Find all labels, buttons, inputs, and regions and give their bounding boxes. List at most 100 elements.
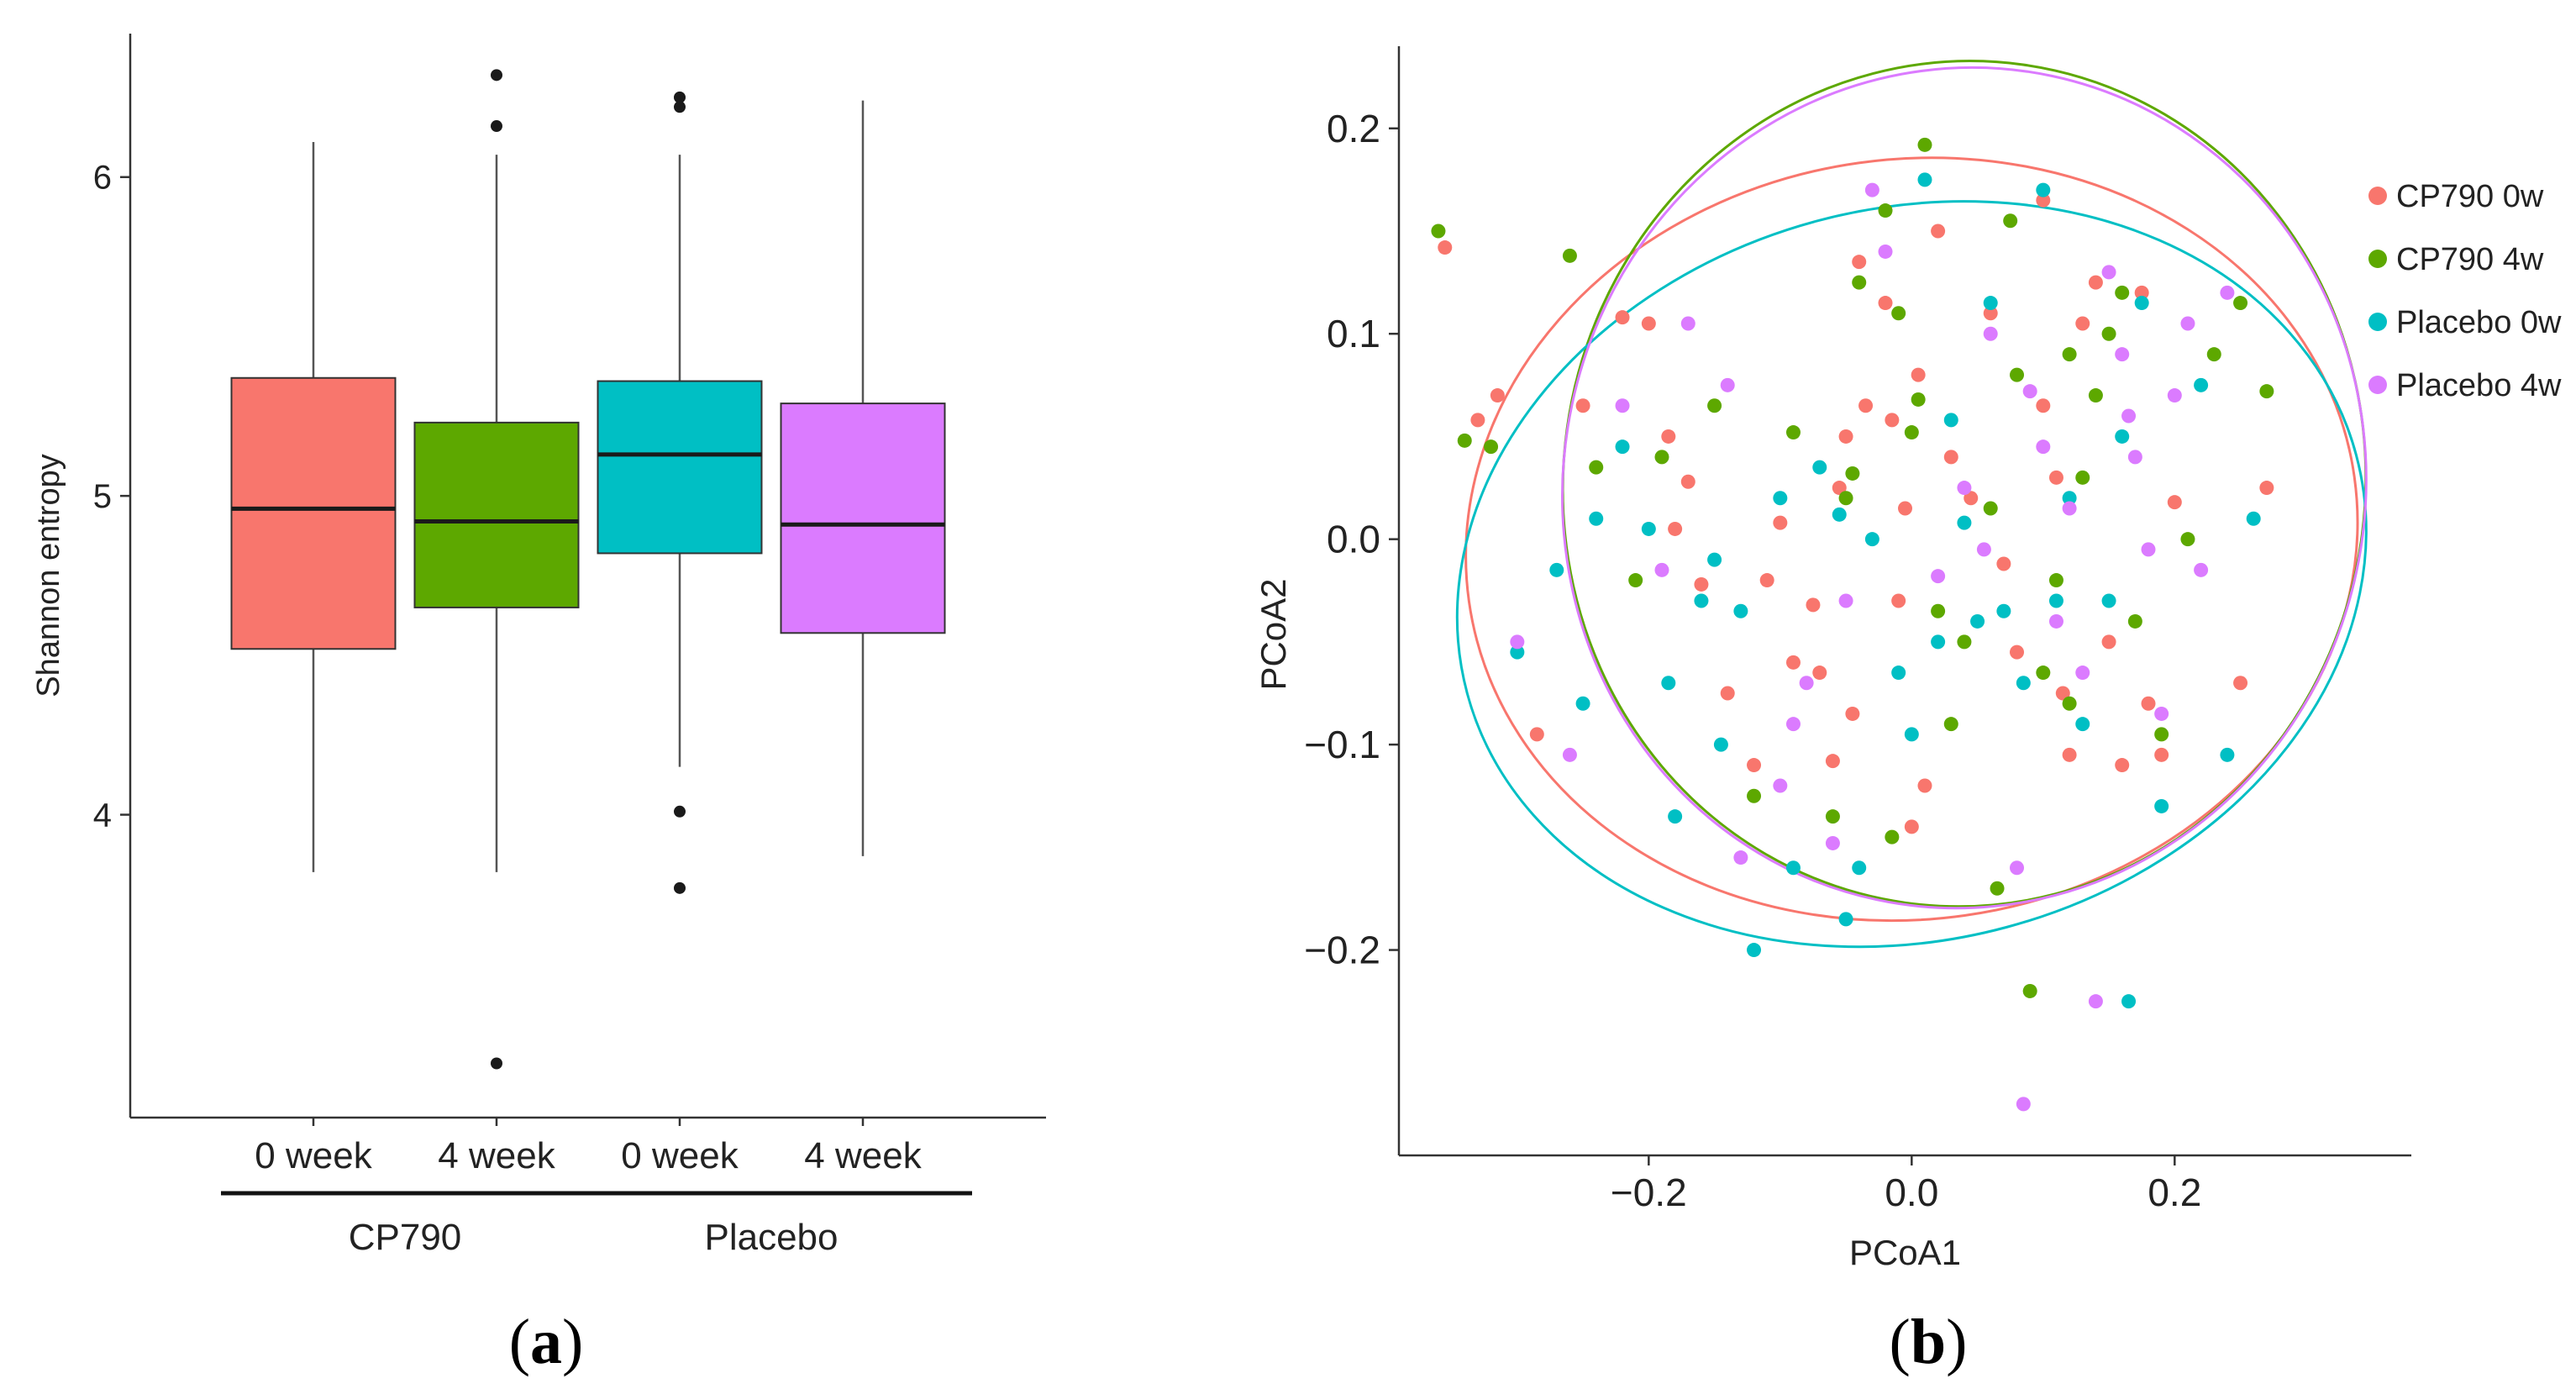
data-point: [2141, 696, 2156, 711]
data-point: [1713, 737, 1728, 752]
data-point: [1943, 717, 1958, 732]
panel-a-boxplot: 4 5 6 Shannon entropy 0 week 4 week 0 week 4 we…: [31, 34, 1046, 1258]
data-point: [2194, 377, 2209, 392]
data-point: [1957, 515, 1972, 530]
box-body: [780, 402, 946, 634]
data-point: [1707, 398, 1722, 413]
data-point: [2101, 593, 2116, 608]
outlier-point: [491, 1057, 502, 1070]
data-point: [2101, 634, 2116, 650]
data-point: [1976, 542, 1991, 557]
data-point: [2055, 686, 2070, 701]
data-point: [2075, 470, 2090, 485]
data-point: [2220, 747, 2235, 762]
data-point: [1838, 912, 1853, 927]
data-point: [1661, 429, 1676, 444]
box-body: [597, 380, 763, 555]
data-point: [1680, 316, 1695, 331]
data-point: [1641, 316, 1656, 331]
x-tick-label: 4 week: [804, 1135, 922, 1176]
y-tick-label: −0.1: [1304, 723, 1380, 766]
data-point: [1996, 556, 2011, 571]
data-point: [2115, 758, 2130, 773]
data-point: [1838, 429, 1853, 444]
y-tick-label: 5: [93, 478, 112, 515]
data-point: [2062, 491, 2077, 506]
data-point: [1562, 248, 1577, 263]
outlier-point: [491, 69, 502, 82]
data-point: [1438, 240, 1453, 255]
data-point: [2010, 367, 2025, 382]
data-point: [1891, 306, 1906, 321]
data-point: [1845, 466, 1860, 481]
data-point: [1943, 450, 1958, 465]
data-point: [1957, 634, 1972, 650]
panel-b-label: (b): [1890, 1307, 1968, 1377]
data-point: [2048, 593, 2063, 608]
data-point: [2048, 573, 2063, 588]
data-point: [2088, 388, 2103, 403]
data-point: [1990, 881, 2005, 896]
data-point: [2154, 706, 2169, 721]
data-point: [1457, 433, 1472, 448]
y-axis-title: PCoA2: [1254, 578, 1293, 690]
data-point: [1904, 727, 1919, 742]
data-point: [2167, 388, 2182, 403]
data-point: [2062, 501, 2077, 516]
data-point: [1911, 392, 1926, 407]
y-tick-label: 0.0: [1327, 518, 1380, 561]
data-point: [1747, 758, 1762, 773]
data-point: [2022, 983, 2037, 998]
y-tick-label: 4: [93, 797, 112, 834]
box-2: [413, 69, 580, 1070]
legend-marker-cp790-0w: [2368, 187, 2387, 205]
data-point: [1983, 296, 1998, 311]
box-1: [230, 142, 397, 872]
box-4: [780, 100, 946, 856]
data-point: [1668, 809, 1683, 824]
data-point: [2101, 265, 2116, 280]
data-point: [2088, 275, 2103, 290]
data-point: [1562, 747, 1577, 762]
data-point: [1747, 943, 1762, 958]
y-tick-label: −0.2: [1304, 929, 1380, 972]
data-point: [1885, 413, 1900, 428]
data-point: [1806, 597, 1821, 613]
data-point: [1917, 137, 1932, 152]
data-point: [1878, 203, 1893, 218]
series-cp790-4w: [1431, 137, 2274, 998]
data-point: [1825, 809, 1840, 824]
panel-a-label: (a): [509, 1307, 584, 1377]
x-tick-label: 0.0: [1885, 1171, 1938, 1214]
data-point: [1615, 439, 1630, 455]
data-point: [2022, 384, 2037, 399]
data-point: [2115, 285, 2130, 300]
data-point: [2010, 645, 2025, 660]
data-point: [1641, 521, 1656, 536]
data-point: [1484, 439, 1499, 455]
data-point: [1904, 819, 1919, 834]
data-point: [1825, 754, 1840, 769]
legend-label-cp790-0w: CP790 0w: [2396, 179, 2544, 214]
data-point: [2115, 347, 2130, 362]
legend-marker-placebo-0w: [2368, 313, 2387, 331]
data-point: [1852, 255, 1867, 270]
data-point: [1720, 686, 1735, 701]
data-point: [2206, 347, 2221, 362]
data-point: [1615, 398, 1630, 413]
box-body: [230, 376, 397, 650]
data-point: [2036, 192, 2051, 208]
group-label-cp790: CP790: [349, 1217, 462, 1258]
y-tick-label: 0.1: [1327, 312, 1380, 355]
data-point: [1615, 310, 1630, 325]
data-point: [2194, 562, 2209, 577]
y-tick-label: 0.2: [1327, 107, 1380, 150]
group-label-placebo: Placebo: [704, 1217, 838, 1258]
data-point: [2003, 213, 2018, 229]
data-point: [1983, 326, 1998, 341]
outlier-point: [674, 881, 686, 894]
data-point: [1589, 511, 1604, 526]
data-point: [2127, 613, 2142, 629]
confidence-ellipse-placebo-0w: [1455, 200, 2368, 949]
data-point: [1680, 474, 1695, 489]
